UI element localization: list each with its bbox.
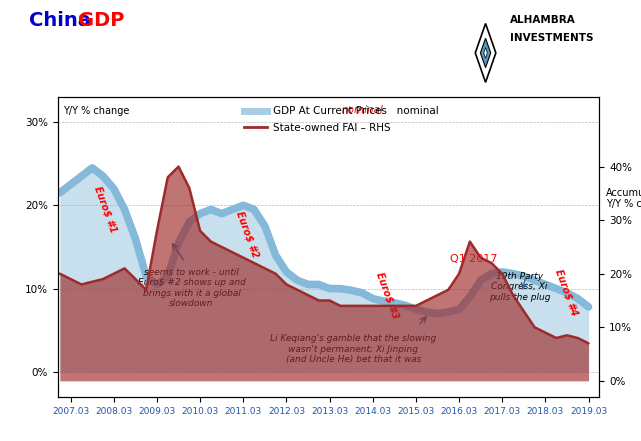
Text: Euro$ #4: Euro$ #4 [554,268,580,318]
Text: Euro$ #2: Euro$ #2 [235,210,261,259]
Text: Euro$ #1: Euro$ #1 [92,185,118,234]
Text: China: China [29,11,97,30]
Polygon shape [480,38,491,67]
Text: 19th Party
Congress, Xi
pulls the plug: 19th Party Congress, Xi pulls the plug [488,272,550,302]
Text: Euro$ #3: Euro$ #3 [375,271,401,320]
Text: seems to work - until
Euro$ #2 shows up and
brings with it a global
slowdown: seems to work - until Euro$ #2 shows up … [138,268,246,308]
Text: Q1 2017: Q1 2017 [451,254,498,265]
Text: Accumulated
Y/Y % change: Accumulated Y/Y % change [606,188,641,209]
Legend: GDP At Current Prices   nominal, State-owned FAI – RHS: GDP At Current Prices nominal, State-own… [240,102,442,137]
Text: GDP: GDP [78,11,124,30]
Text: ALHAMBRA: ALHAMBRA [510,15,576,26]
Text: Y/Y % change: Y/Y % change [63,106,129,116]
Text: INVESTMENTS: INVESTMENTS [510,33,593,43]
Polygon shape [484,48,487,58]
Text: Li Keqiang's gamble that the slowing
wasn't permanent; Xi Jinping
(and Uncle He): Li Keqiang's gamble that the slowing was… [271,334,437,364]
Text: nominal: nominal [342,105,384,115]
